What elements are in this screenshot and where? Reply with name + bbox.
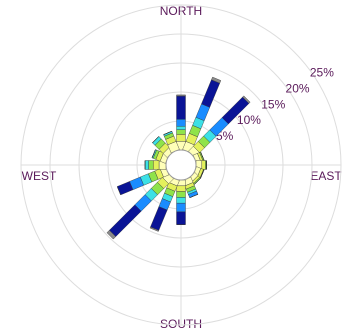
rose-segment — [176, 202, 186, 213]
rose-segment — [176, 134, 186, 142]
r-tick-label: 15% — [261, 97, 285, 111]
rose-segment — [201, 160, 206, 170]
calm-circle — [165, 149, 197, 181]
rose-segment — [148, 160, 154, 170]
rose-segment — [153, 160, 160, 170]
rose-segment — [189, 194, 199, 198]
rose-segment — [176, 211, 186, 225]
rose-segment — [176, 94, 186, 97]
grid-ring — [49, 33, 313, 297]
rose-segment — [152, 136, 159, 143]
grid-ring — [107, 91, 255, 239]
rose-segment — [151, 149, 156, 158]
rose-segment — [109, 204, 142, 237]
rose-segment — [163, 131, 172, 135]
rose-segment — [176, 197, 186, 204]
r-tick-label: 20% — [286, 81, 310, 95]
grid-ring — [20, 4, 342, 326]
rose-segment — [106, 229, 117, 240]
rose-segment — [242, 95, 251, 104]
direction-label: WEST — [22, 169, 57, 183]
r-tick-label: 10% — [237, 113, 261, 127]
rose-segment — [176, 191, 186, 198]
rose-segment — [176, 126, 186, 130]
rose-segment — [150, 206, 168, 231]
rose-segment — [149, 226, 160, 232]
rose-segment — [211, 76, 222, 84]
rose-segment — [176, 95, 186, 120]
rose-segment — [201, 79, 221, 108]
rose-segment — [176, 119, 186, 127]
direction-label: EAST — [310, 169, 342, 183]
rose-segment — [176, 185, 186, 192]
grid-ring — [78, 62, 284, 268]
rose-segment — [117, 186, 121, 195]
rose-segment — [176, 129, 186, 135]
rose-segment — [144, 160, 149, 170]
r-tick-label: 5% — [216, 129, 234, 143]
r-tick-label: 25% — [310, 66, 334, 80]
